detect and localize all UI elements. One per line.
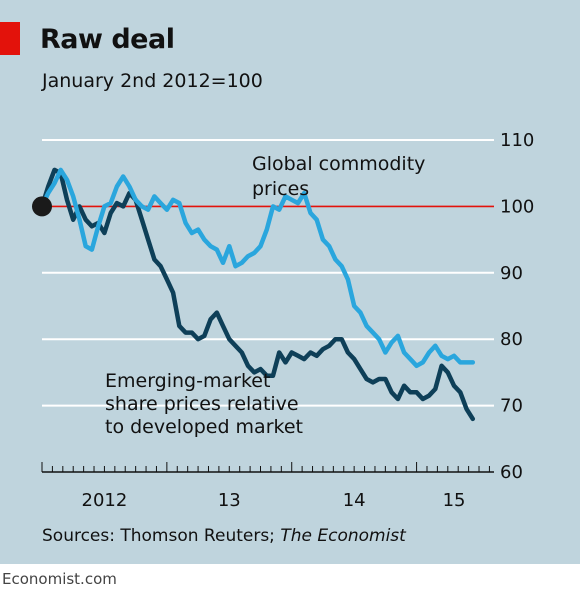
chart-subtitle: January 2nd 2012=100 xyxy=(42,70,263,92)
x-tick-label-2012: 2012 xyxy=(82,490,128,511)
source-prefix: Sources: Thomson Reuters; xyxy=(42,526,281,546)
annotation-line: share prices relative xyxy=(105,393,299,415)
y-tick-label-100: 100 xyxy=(500,196,534,217)
annotation-line: to developed market xyxy=(105,416,303,438)
y-tick-label-70: 70 xyxy=(500,396,523,417)
emerging-annotation: Emerging-market share prices relative to d… xyxy=(105,370,303,438)
emerging-market-line xyxy=(39,167,476,422)
series-lines xyxy=(39,167,476,422)
x-tick-label-13: 13 xyxy=(218,490,241,511)
source-publication: The Economist xyxy=(280,526,406,546)
y-tick-label-80: 80 xyxy=(500,329,523,350)
annotation-line: Global commodity xyxy=(252,153,425,175)
y-tick-label-110: 110 xyxy=(500,130,534,151)
gridlines xyxy=(42,139,494,407)
chart-panel xyxy=(0,0,580,564)
x-axis-labels: 2012 13 14 15 xyxy=(82,490,466,511)
y-axis-labels: 60 70 80 90 100 110 xyxy=(500,130,534,483)
y-tick-label-60: 60 xyxy=(500,462,523,483)
line-chart: 60 70 80 90 100 110 2012 13 14 15 Global commodi… xyxy=(32,130,534,511)
x-tick-label-14: 14 xyxy=(343,490,366,511)
annotation-line: prices xyxy=(252,178,309,200)
commodity-prices-line xyxy=(39,167,476,369)
y-tick-label-90: 90 xyxy=(500,263,523,284)
x-tick-label-15: 15 xyxy=(443,490,466,511)
commodity-annotation: Global commodity prices xyxy=(252,153,425,200)
red-tag-logo xyxy=(0,22,20,55)
annotation-line: Emerging-market xyxy=(105,370,270,392)
footer-brand: Economist.com xyxy=(2,570,117,588)
start-point-marker xyxy=(32,196,52,217)
chart-title: Raw deal xyxy=(40,24,175,55)
series-annotations: Global commodity prices Emerging-market sha… xyxy=(105,153,425,438)
x-axis xyxy=(41,462,494,473)
source-note: Sources: Thomson Reuters; The Economist xyxy=(42,526,406,546)
